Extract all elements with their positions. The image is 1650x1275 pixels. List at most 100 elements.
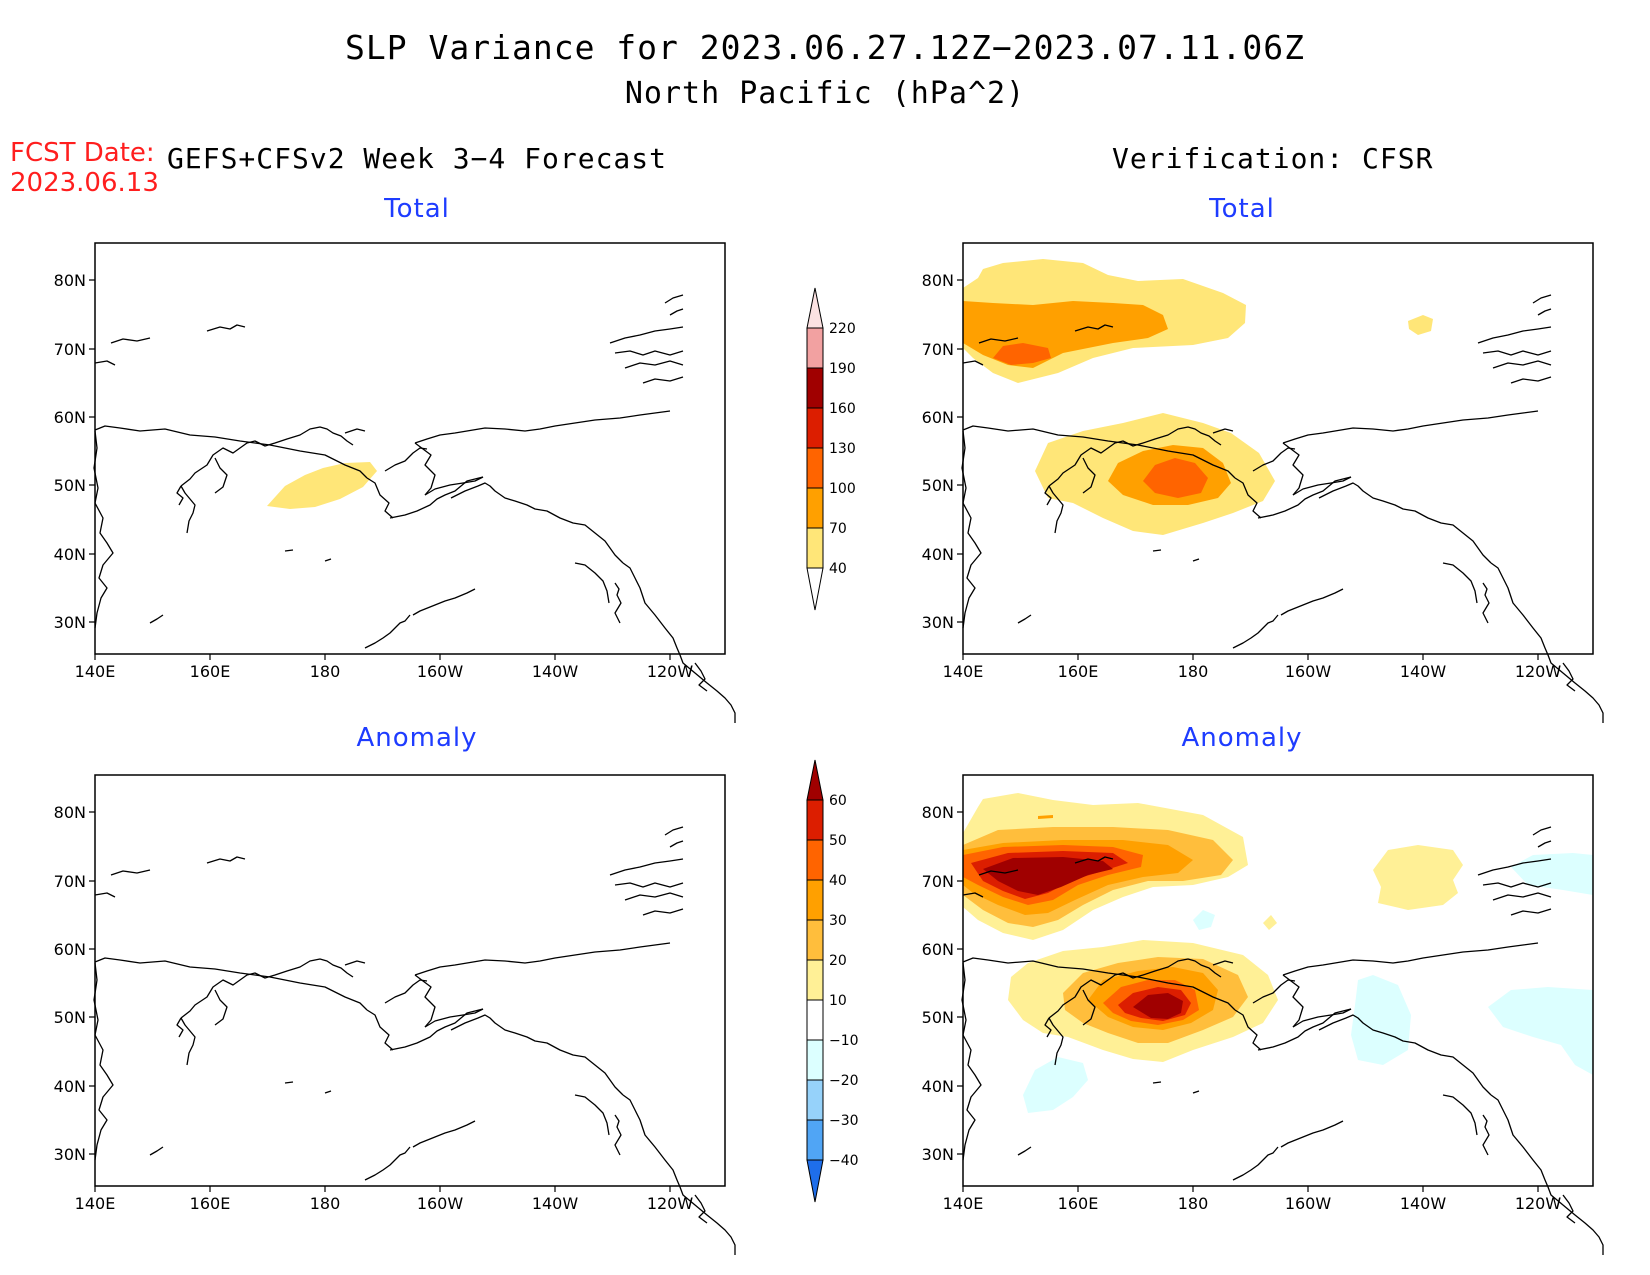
colorbar-anomaly-bottom-cap	[806, 1159, 824, 1203]
lat-axis-verification-total: 80N 70N 60N 50N 40N 30N	[922, 271, 954, 632]
anomaly-neg10-central	[1351, 975, 1411, 1065]
panel-title-forecast-total: Total	[384, 194, 450, 224]
lon-label: 160W	[417, 662, 464, 681]
figure-title: SLP Variance for 2023.06.27.12Z−2023.07.…	[345, 28, 1305, 67]
contour-100-mid-lat	[1143, 458, 1208, 498]
colorbar-anomaly-swatch	[806, 999, 824, 1041]
fcst-date-value: 2023.06.13	[10, 168, 159, 198]
lon-label: 120W	[1515, 662, 1562, 681]
lon-axis-verification-anomaly: 140E 160E 180 160W 140W 120W	[943, 1194, 1562, 1213]
lat-label: 40N	[54, 545, 86, 564]
colorbar-anomaly-label: −10	[829, 1033, 859, 1049]
lon-label: 180	[310, 1194, 341, 1213]
anomaly-neg10-small	[1193, 910, 1215, 930]
colorbar-total-swatch	[806, 327, 824, 369]
colorbar-total-label: 190	[829, 361, 856, 377]
map-verification-total	[961, 242, 1604, 724]
lat-axis-forecast-anomaly: 80N 70N 60N 50N 40N 30N	[54, 803, 86, 1164]
verification-header: Verification: CFSR	[1112, 142, 1434, 175]
lat-label: 60N	[922, 940, 954, 959]
lat-ticks	[89, 279, 963, 1155]
lat-label: 60N	[54, 940, 86, 959]
contour-40-forecast-total	[267, 462, 377, 509]
lat-label: 80N	[922, 803, 954, 822]
map-forecast-anomaly	[93, 774, 736, 1256]
colorbar-total-swatch	[806, 527, 824, 569]
contour-100-high-lat	[993, 343, 1051, 365]
lat-label: 70N	[54, 340, 86, 359]
lon-label: 140E	[943, 662, 984, 681]
lat-label: 70N	[54, 872, 86, 891]
anomaly-10-arctic-east	[1373, 845, 1463, 910]
lat-label: 40N	[922, 545, 954, 564]
colorbar-total-label: 220	[829, 321, 856, 337]
lon-label: 160E	[1058, 662, 1099, 681]
lon-label: 180	[1178, 662, 1209, 681]
colorbar-total-label: 70	[829, 521, 847, 537]
lat-label: 30N	[922, 613, 954, 632]
colorbar-anomaly-swatch	[806, 959, 824, 1001]
anomaly-60-high-lat	[983, 857, 1113, 895]
panel-title-verification-anomaly: Anomaly	[1181, 723, 1303, 753]
lat-label: 40N	[922, 1077, 954, 1096]
lon-label: 120W	[647, 1194, 694, 1213]
colorbar-anomaly-label: −40	[829, 1153, 859, 1169]
panel-title-verification-total: Total	[1209, 194, 1275, 224]
lon-label: 140E	[75, 662, 116, 681]
colorbar-anomaly-top-cap	[806, 759, 824, 801]
colorbar-anomaly-label: 40	[829, 873, 847, 889]
map-forecast-total	[93, 242, 736, 724]
colorbar-total: 220 190 160 130 100 70 40	[806, 287, 856, 611]
lat-axis-verification-anomaly: 80N 70N 60N 50N 40N 30N	[922, 803, 954, 1164]
lat-axis-forecast-total: 80N 70N 60N 50N 40N 30N	[54, 271, 86, 632]
lon-label: 160E	[190, 662, 231, 681]
lon-axis-forecast-anomaly: 140E 160E 180 160W 140W 120W	[75, 1194, 694, 1213]
colorbar-anomaly-label: 50	[829, 833, 847, 849]
lat-label: 50N	[922, 476, 954, 495]
lat-label: 50N	[922, 1008, 954, 1027]
colorbar-anomaly-swatch	[806, 879, 824, 921]
lat-label: 50N	[54, 1008, 86, 1027]
fcst-date-label: FCST Date:	[10, 138, 155, 168]
colorbar-total-label: 130	[829, 441, 856, 457]
lat-label: 30N	[54, 613, 86, 632]
colorbar-anomaly-swatch	[806, 919, 824, 961]
colorbar-anomaly-label: −30	[829, 1113, 859, 1129]
lat-label: 70N	[922, 340, 954, 359]
anomaly-10-small-east	[1263, 915, 1277, 930]
figure-subtitle: North Pacific (hPa^2)	[624, 76, 1026, 111]
anomaly-neg10-east	[1488, 987, 1593, 1075]
lon-axis-forecast-total: 140E 160E 180 160W 140W 120W	[75, 662, 694, 681]
lon-label: 140E	[75, 1194, 116, 1213]
lat-label: 70N	[922, 872, 954, 891]
colorbar-anomaly-label: 60	[829, 793, 847, 809]
colorbar-anomaly-label: 20	[829, 953, 847, 969]
colorbar-anomaly-label: 10	[829, 993, 847, 1009]
lat-label: 60N	[54, 408, 86, 427]
colorbar-total-label: 40	[829, 561, 847, 577]
map-verification-anomaly	[961, 774, 1604, 1256]
lon-ticks	[94, 654, 1539, 1192]
lon-label: 120W	[1515, 1194, 1562, 1213]
colorbar-total-top-cap	[806, 287, 824, 329]
colorbar-anomaly-swatch	[806, 1039, 824, 1081]
lat-label: 80N	[54, 271, 86, 290]
colorbar-total-bottom-cap	[806, 567, 824, 611]
lat-label: 60N	[922, 408, 954, 427]
colorbar-anomaly-swatch	[806, 1079, 824, 1121]
lon-label: 160E	[1058, 1194, 1099, 1213]
colorbar-total-label: 100	[829, 481, 856, 497]
colorbar-total-swatch	[806, 447, 824, 489]
lat-label: 80N	[54, 803, 86, 822]
lon-label: 140W	[532, 1194, 579, 1213]
anomaly-neg10-south	[1023, 1057, 1088, 1113]
colorbar-total-swatch	[806, 407, 824, 449]
colorbar-anomaly-label: 30	[829, 913, 847, 929]
colorbar-anomaly-swatch	[806, 1119, 824, 1161]
lon-label: 120W	[647, 662, 694, 681]
lon-label: 140W	[1400, 1194, 1447, 1213]
anomaly-neg10-arctic	[1511, 853, 1593, 895]
colorbar-anomaly-swatch	[806, 799, 824, 841]
lon-label: 160W	[1285, 1194, 1332, 1213]
